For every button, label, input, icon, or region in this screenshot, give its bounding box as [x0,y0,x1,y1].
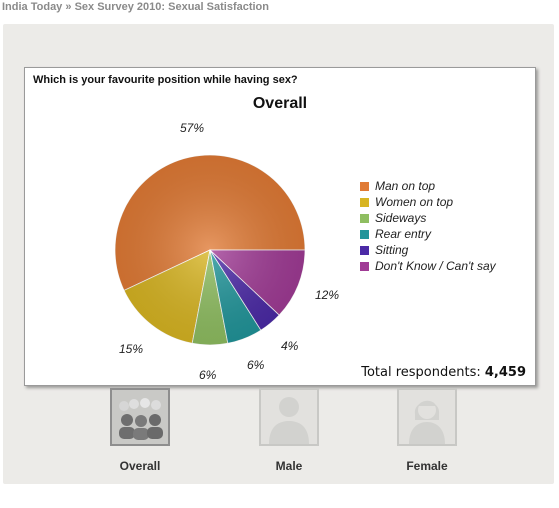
demographic-tabs: Overall Male Female [3,388,559,508]
chart-legend: Man on top Women on top Sideways Rear entry… [360,178,496,274]
breadcrumb-separator: » [65,1,72,13]
respondents-value: 4,459 [484,365,526,380]
legend-item[interactable]: Man on top [360,178,496,194]
legend-label: Sitting [375,243,409,257]
breadcrumb: India Today » Sex Survey 2010: Sexual Sa… [2,1,269,13]
legend-item[interactable]: Rear entry [360,226,496,242]
legend-label: Sideways [375,211,427,225]
tab-overall[interactable]: Overall [107,388,173,473]
legend-label: Rear entry [375,227,432,241]
pie-percent-label: 6% [199,368,217,382]
legend-swatch [360,245,369,255]
respondents-label: Total respondents: [361,365,481,380]
pie-percent-label: 4% [281,339,299,353]
male-silhouette-icon [259,388,319,446]
legend-item[interactable]: Women on top [360,194,496,210]
breadcrumb-site-link[interactable]: India Today [2,1,63,13]
tab-male[interactable]: Male [256,388,322,473]
tab-female-label: Female [406,459,448,473]
pie-percent-label: 12% [315,288,339,302]
pie-percent-label: 15% [119,342,143,356]
legend-swatch [360,261,369,271]
chart-title: Overall [252,95,308,112]
legend-label: Don't Know / Can't say [375,259,496,273]
legend-label: Women on top [375,195,454,209]
tab-female[interactable]: Female [394,388,460,473]
legend-swatch [360,229,369,239]
female-silhouette-icon [397,388,457,446]
total-respondents: Total respondents: 4,459 [361,365,526,380]
breadcrumb-section[interactable]: Sex Survey 2010: Sexual Satisfaction [74,1,269,13]
legend-item[interactable]: Sideways [360,210,496,226]
group-icon [110,388,170,446]
legend-label: Man on top [375,179,436,193]
legend-swatch [360,197,369,207]
survey-question: Which is your favourite position while h… [33,74,298,86]
legend-item[interactable]: Don't Know / Can't say [360,258,496,274]
pie-percent-label: 57% [180,121,204,135]
pie-percent-label: 6% [247,358,265,372]
legend-swatch [360,181,369,191]
legend-swatch [360,213,369,223]
chart-card: Which is your favourite position while h… [24,67,536,386]
tab-overall-label: Overall [119,459,161,473]
survey-panel: Which is your favourite position while h… [3,24,554,484]
legend-item[interactable]: Sitting [360,242,496,258]
tab-male-label: Male [275,459,303,473]
